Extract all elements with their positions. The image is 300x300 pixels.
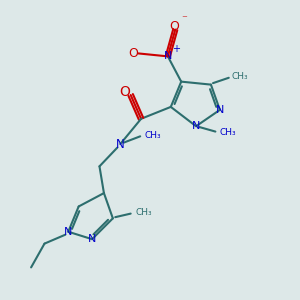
Text: CH₃: CH₃ [219, 128, 236, 137]
Text: CH₃: CH₃ [232, 72, 248, 81]
Text: O: O [119, 85, 130, 99]
Text: N: N [88, 234, 96, 244]
Text: O: O [169, 20, 179, 33]
Text: N: N [216, 105, 224, 115]
Text: CH₃: CH₃ [145, 130, 162, 140]
Text: N: N [64, 227, 73, 237]
Text: N: N [192, 121, 200, 131]
Text: CH₃: CH₃ [135, 208, 152, 217]
Text: N: N [164, 51, 172, 62]
Text: ⁻: ⁻ [181, 14, 187, 24]
Text: +: + [172, 44, 180, 54]
Text: O: O [128, 47, 138, 60]
Text: N: N [116, 138, 125, 151]
